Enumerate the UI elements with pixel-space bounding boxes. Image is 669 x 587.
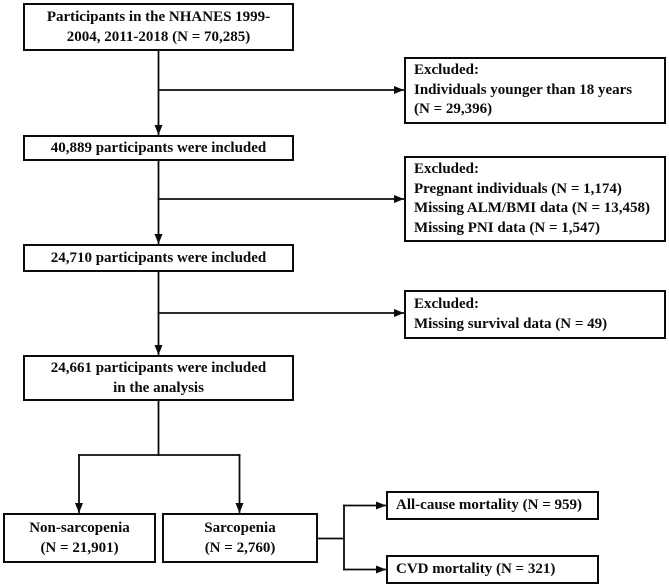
node-text-line: 40,889 participants were included — [50, 139, 267, 156]
node-text-line: (N = 2,760) — [204, 540, 276, 556]
node-text-line: Excluded: — [414, 161, 480, 177]
node-text-line: Participants in the NHANES 1999- — [46, 8, 271, 25]
node-included-24710: 24,710 participants were included — [23, 244, 294, 272]
node-text-line: Missing survival data (N = 49) — [414, 315, 608, 332]
node-text-line: (N = 21,901) — [40, 540, 119, 556]
node-excluded-age: Excluded: Individuals younger than 18 ye… — [404, 57, 666, 124]
node-text-line: in the analysis — [113, 380, 204, 396]
node-included-40889: 40,889 participants were included — [23, 135, 294, 161]
node-text-line: 2004, 2011-2018 (N = 70,285) — [66, 29, 251, 45]
node-text-line: Excluded: — [414, 296, 480, 312]
node-text-line: Pregnant individuals (N = 1,174) — [414, 180, 622, 197]
node-excluded-survival: Excluded: Missing survival data (N = 49) — [404, 290, 666, 339]
node-text-line: CVD mortality (N = 321) — [396, 561, 556, 578]
node-excluded-missing-data: Excluded: Pregnant individuals (N = 1,17… — [404, 156, 666, 242]
node-text-line: Excluded: — [414, 62, 480, 79]
node-non-sarcopenia: Non-sarcopenia (N = 21,901) — [3, 513, 156, 563]
node-text-line: 24,661 participants were included — [50, 359, 267, 376]
node-text-line: (N = 29,396) — [414, 101, 493, 118]
node-text-line: Individuals younger than 18 years — [414, 81, 633, 98]
node-text-line: Missing ALM/BMI data (N = 13,458) — [414, 200, 651, 216]
node-cvd-mortality: CVD mortality (N = 321) — [386, 555, 599, 584]
node-text-line: 24,710 participants were included — [50, 249, 267, 266]
node-text-line: Missing PNI data (N = 1,547) — [414, 219, 601, 236]
node-sarcopenia: Sarcopenia (N = 2,760) — [162, 513, 318, 563]
node-text-line: All-cause mortality (N = 959) — [396, 497, 583, 514]
node-nhanes-participants: Participants in the NHANES 1999- 2004, 2… — [23, 3, 294, 51]
node-all-cause-mortality: All-cause mortality (N = 959) — [386, 491, 599, 520]
node-text-line: Sarcopenia — [204, 519, 276, 536]
node-analysis-24661: 24,661 participants were included in the… — [23, 355, 294, 401]
node-text-line: Non-sarcopenia — [29, 519, 130, 536]
